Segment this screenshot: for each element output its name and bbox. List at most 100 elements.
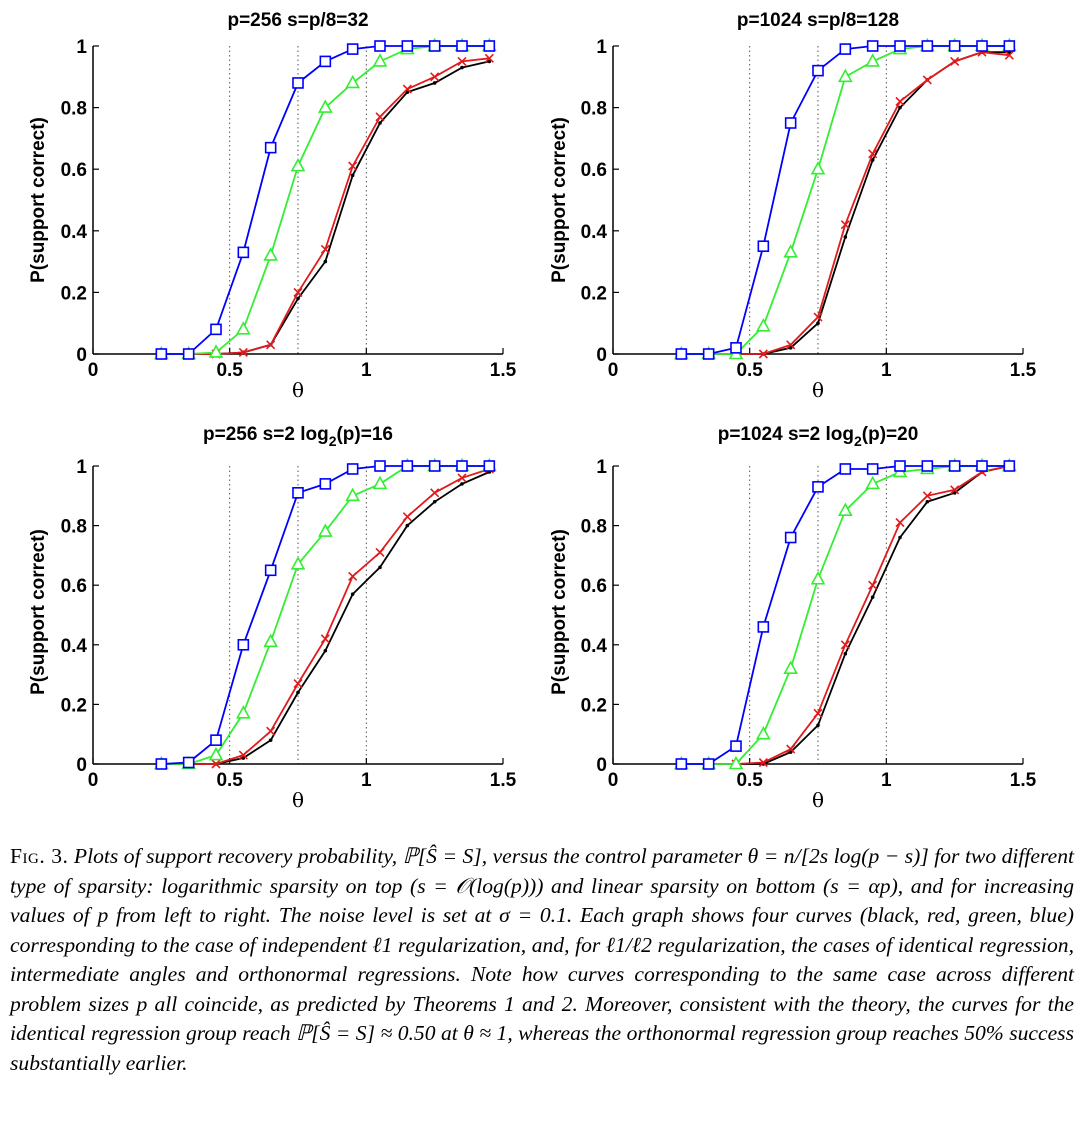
y-axis-label: P(support correct): [549, 529, 570, 695]
y-tick-label: 0: [596, 345, 607, 366]
figure-3-plots: p=256 s=p/8=32 P(support correct) θ 0 0.2…: [28, 10, 1037, 812]
data-point-triangle: [783, 244, 799, 258]
data-point-dot: [487, 59, 492, 64]
data-point-square: [374, 460, 386, 472]
y-tick-label: 1: [76, 457, 87, 478]
x-tick-label: 0.5: [216, 770, 243, 791]
data-point-x: [293, 678, 303, 689]
data-point-square: [976, 40, 988, 52]
data-point-triangle: [728, 755, 744, 770]
data-point-square: [428, 40, 441, 52]
data-point-square: [483, 40, 496, 52]
y-tick-label: 0.6: [61, 576, 87, 597]
data-point-dot: [816, 321, 820, 326]
y-axis-label: P(support correct): [28, 117, 49, 283]
data-point-x: [758, 349, 768, 359]
y-tick-label: 0: [76, 345, 87, 366]
data-point-x: [375, 547, 385, 557]
data-point-dot: [843, 235, 848, 239]
data-point-x: [238, 347, 248, 358]
data-point-square: [374, 40, 386, 52]
data-point-square: [894, 40, 906, 52]
data-point-square: [264, 141, 277, 154]
x-tick-label: 1: [361, 770, 372, 791]
data-point-x: [786, 340, 796, 350]
data-point-x: [895, 96, 905, 107]
data-point-dot: [870, 595, 875, 599]
x-tick-label: 0.5: [216, 360, 243, 381]
y-tick-label: 0.2: [581, 695, 607, 716]
data-point-square: [237, 246, 250, 259]
x-axis-label: θ: [292, 788, 304, 812]
data-point-dot: [816, 723, 820, 728]
series-line: [161, 465, 490, 765]
x-tick-label: 0: [608, 770, 619, 791]
data-point-dot: [268, 738, 273, 742]
data-point-square: [839, 463, 852, 475]
data-point-square: [702, 758, 715, 770]
data-point-triangle: [755, 318, 771, 332]
data-point-triangle: [810, 161, 826, 175]
y-tick-label: 0.8: [581, 517, 607, 538]
data-point-square: [921, 40, 934, 52]
y-tick-label: 1: [596, 457, 607, 478]
data-point-square: [346, 43, 359, 55]
data-point-triangle: [865, 475, 881, 490]
data-point-x: [840, 220, 850, 230]
data-point-x: [266, 340, 276, 350]
data-point-dot: [870, 158, 875, 162]
series-line: [681, 51, 1010, 355]
panel-title: p=1024 s=2 log2(p)=20: [718, 424, 919, 449]
x-tick-label: 1: [361, 360, 372, 381]
data-point-square: [702, 348, 715, 360]
x-tick-label: 0: [88, 360, 99, 381]
figure-caption: Fig. 3. Plots of support recovery probab…: [10, 842, 1074, 1078]
data-point-x: [430, 488, 440, 498]
data-point-x: [430, 72, 440, 82]
data-point-square: [757, 621, 770, 633]
data-point-square: [866, 40, 879, 52]
data-point-x: [895, 518, 905, 528]
y-tick-label: 1: [76, 37, 87, 58]
data-point-square: [319, 478, 332, 490]
data-point-x: [922, 491, 932, 501]
data-point-square: [894, 460, 906, 472]
data-point-triangle: [755, 726, 771, 740]
series-independent-l1: [159, 470, 492, 766]
plot-panel-bottom-right: p=1024 s=2 log2(p)=20 P(support correct)…: [549, 424, 1037, 812]
data-point-square: [921, 460, 934, 472]
caption-text: Plots of support recovery probability, ℙ…: [10, 844, 1074, 1075]
series-line: [681, 51, 1010, 355]
data-point-x: [348, 571, 358, 581]
data-point-x: [266, 726, 276, 736]
data-point-square: [456, 40, 468, 52]
data-point-dot: [432, 81, 437, 85]
data-point-square: [839, 43, 852, 55]
y-tick-label: 0.6: [581, 576, 607, 597]
data-point-x: [238, 750, 248, 760]
x-axis-label: θ: [812, 378, 824, 402]
y-tick-label: 0.4: [61, 636, 88, 657]
data-point-x: [320, 634, 330, 644]
data-point-square: [1003, 40, 1016, 52]
x-tick-label: 0.5: [736, 360, 763, 381]
y-tick-label: 0: [76, 755, 87, 776]
data-point-x: [1004, 50, 1014, 60]
data-point-triangle: [263, 633, 279, 648]
data-point-dot: [350, 592, 355, 596]
data-point-square: [155, 348, 168, 360]
data-point-square: [237, 638, 250, 651]
data-point-x: [375, 112, 385, 122]
series-line: [161, 468, 490, 765]
x-tick-label: 0: [608, 360, 619, 381]
data-point-dot: [323, 648, 328, 653]
x-axis-label: θ: [812, 788, 824, 812]
y-tick-label: 1: [596, 37, 607, 58]
data-point-square: [784, 531, 797, 544]
data-point-x: [402, 512, 412, 522]
data-point-triangle: [290, 157, 306, 172]
data-point-x: [320, 244, 330, 254]
data-point-x: [868, 580, 878, 590]
data-point-square: [812, 64, 824, 77]
panel-title: p=256 s=2 log2(p)=16: [203, 424, 393, 449]
